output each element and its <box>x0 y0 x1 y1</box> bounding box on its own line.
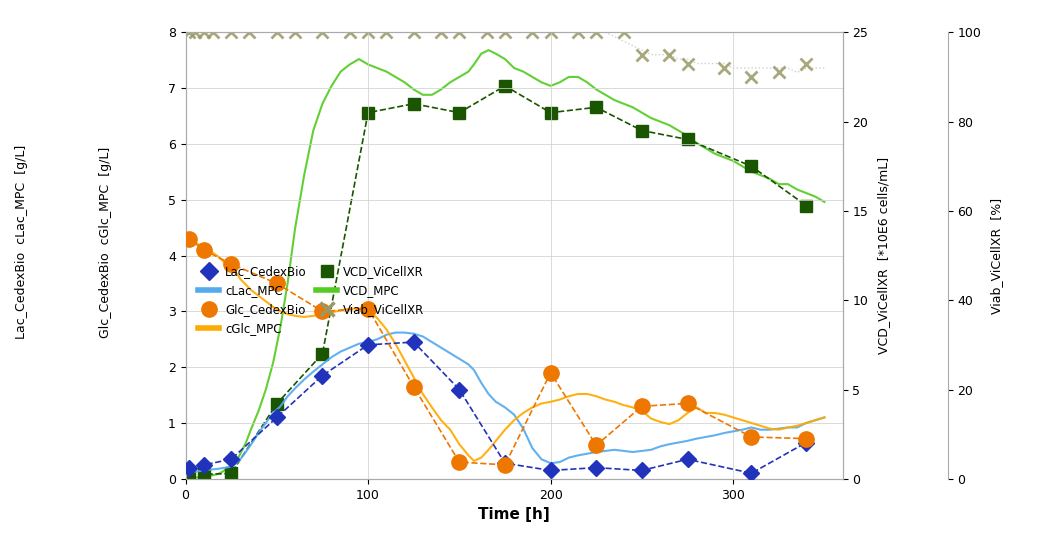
Text: Glc_CedexBio  cGlc_MPC  [g/L]: Glc_CedexBio cGlc_MPC [g/L] <box>100 146 112 338</box>
X-axis label: Time [h]: Time [h] <box>478 507 550 522</box>
Legend: Lac_CedexBio, cLac_MPC, Glc_CedexBio, cGlc_MPC, VCD_ViCellXR, VCD_MPC, Viab_ViCe: Lac_CedexBio, cLac_MPC, Glc_CedexBio, cG… <box>198 265 425 335</box>
Y-axis label: VCD_ViCellXR  [*10E6 cells/mL]: VCD_ViCellXR [*10E6 cells/mL] <box>877 157 889 354</box>
Y-axis label: Viab_ViCellXR  [%]: Viab_ViCellXR [%] <box>990 197 1003 314</box>
Text: Lac_CedexBio  cLac_MPC  [g/L]: Lac_CedexBio cLac_MPC [g/L] <box>15 145 28 339</box>
